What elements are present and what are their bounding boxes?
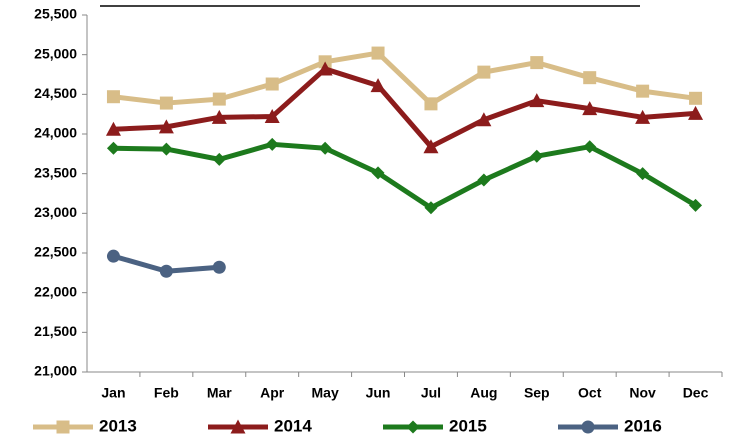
marker — [424, 97, 438, 111]
y-tick-label: 22,000 — [34, 283, 77, 299]
marker — [265, 77, 279, 91]
marker — [106, 249, 120, 263]
x-tick-label: Aug — [470, 385, 497, 401]
y-tick-label: 24,500 — [34, 85, 77, 101]
legend-label: 2014 — [274, 416, 312, 435]
marker — [688, 105, 704, 120]
marker — [211, 109, 227, 124]
marker — [371, 166, 385, 180]
y-tick-label: 22,500 — [34, 244, 77, 260]
x-tick-label: May — [312, 385, 339, 401]
marker — [158, 119, 174, 134]
legend-label: 2016 — [624, 416, 662, 435]
y-tick-label: 24,000 — [34, 125, 77, 141]
x-tick-label: Mar — [207, 385, 232, 401]
marker — [105, 121, 121, 136]
legend-label: 2015 — [449, 416, 487, 435]
marker — [424, 201, 438, 215]
x-tick-label: Apr — [260, 385, 285, 401]
marker — [581, 420, 595, 434]
x-tick-label: Sep — [524, 385, 550, 401]
x-tick-label: Nov — [629, 385, 656, 401]
marker — [56, 420, 70, 434]
marker — [159, 142, 173, 156]
marker — [529, 93, 545, 108]
marker — [583, 140, 597, 154]
marker — [212, 152, 226, 166]
marker — [371, 46, 385, 60]
marker — [317, 61, 333, 76]
marker — [212, 260, 226, 274]
x-tick-label: Oct — [578, 385, 602, 401]
marker — [582, 101, 598, 116]
marker — [265, 137, 279, 151]
marker — [423, 139, 439, 154]
x-tick-label: Jun — [366, 385, 391, 401]
marker — [230, 419, 246, 434]
marker — [530, 56, 544, 70]
marker — [106, 141, 120, 155]
y-tick-label: 25,000 — [34, 45, 77, 61]
marker — [635, 109, 651, 124]
marker — [530, 149, 544, 163]
y-tick-label: 25,500 — [34, 6, 77, 22]
marker — [477, 173, 491, 187]
x-tick-label: Jan — [101, 385, 125, 401]
marker — [318, 141, 332, 155]
series-line — [113, 50, 696, 107]
marker — [106, 90, 120, 104]
marker — [212, 92, 226, 106]
legend-label: 2013 — [99, 416, 137, 435]
marker — [476, 112, 492, 127]
y-tick-label: 21,000 — [34, 363, 77, 379]
marker — [583, 71, 597, 85]
marker — [264, 109, 280, 124]
y-tick-label: 21,500 — [34, 323, 77, 339]
series-line — [113, 66, 696, 150]
marker — [406, 420, 420, 434]
x-tick-label: Jul — [421, 385, 441, 401]
marker — [477, 65, 491, 79]
marker — [689, 91, 703, 105]
marker — [159, 96, 173, 110]
x-tick-label: Dec — [683, 385, 709, 401]
series-line — [113, 141, 697, 211]
marker — [636, 167, 650, 181]
y-tick-label: 23,500 — [34, 164, 77, 180]
marker — [636, 84, 650, 98]
x-tick-label: Feb — [154, 385, 179, 401]
marker — [159, 264, 173, 278]
marker — [370, 78, 386, 93]
y-tick-label: 23,000 — [34, 204, 77, 220]
marker — [689, 198, 703, 212]
